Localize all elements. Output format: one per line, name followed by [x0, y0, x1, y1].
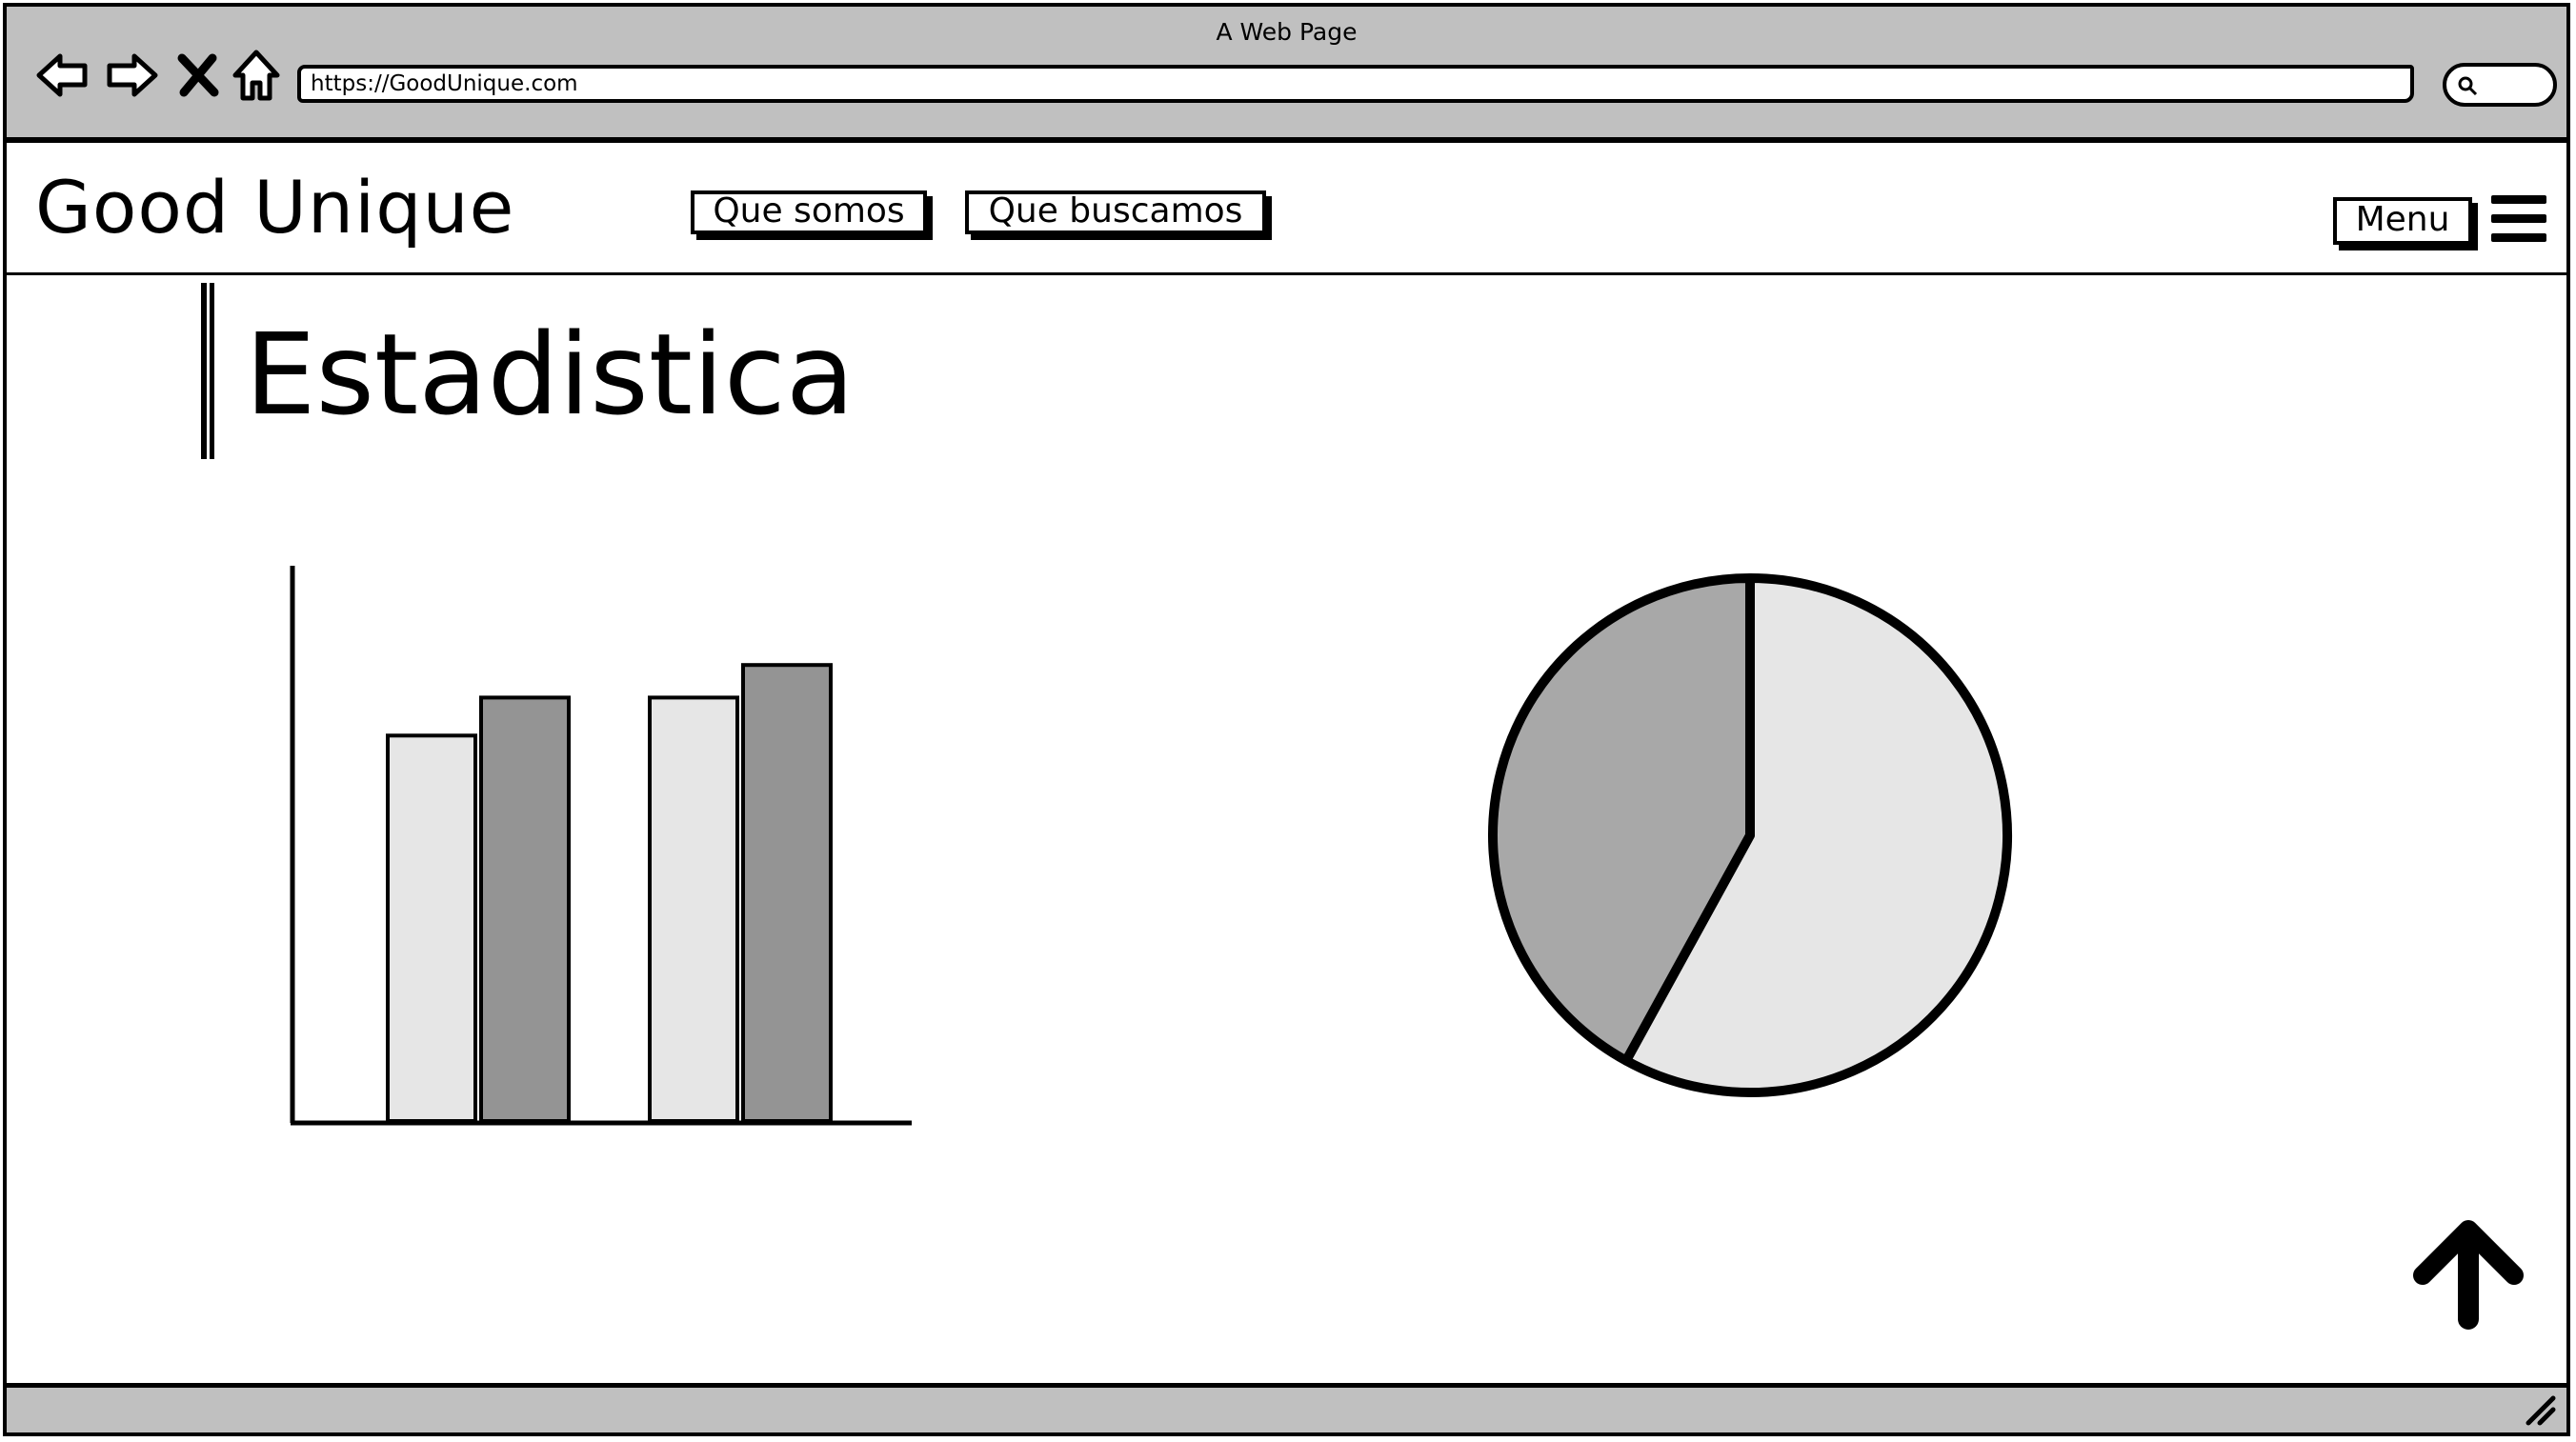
search-button[interactable] [2443, 63, 2557, 107]
menu-button[interactable]: Menu [2333, 197, 2472, 245]
window-title: A Web Page [1216, 18, 1358, 46]
pie-chart [1488, 573, 2012, 1097]
site-header: Good Unique Que somos Que buscamos Menu [7, 148, 2566, 275]
page-title: Estadistica [245, 309, 855, 440]
arrow-up-icon [2413, 1220, 2524, 1330]
heading-accent-bar [201, 283, 214, 459]
pie-slice-1 [1488, 573, 1755, 1066]
pie-slice-0 [1620, 573, 2012, 1097]
nav-que-somos-button[interactable]: Que somos [691, 190, 927, 234]
bar-1-1 [741, 663, 833, 1123]
resize-grip-icon[interactable] [2525, 1394, 2557, 1427]
forward-icon[interactable] [102, 45, 163, 106]
url-field[interactable]: https://GoodUnique.com [297, 65, 2414, 103]
nav-que-buscamos-button[interactable]: Que buscamos [965, 190, 1266, 234]
bar-0-1 [479, 695, 571, 1123]
bar-1-0 [648, 695, 739, 1123]
site-logo[interactable]: Good Unique [35, 165, 515, 250]
hamburger-icon[interactable] [2491, 195, 2546, 243]
back-icon[interactable] [31, 45, 92, 106]
status-bar [7, 1383, 2566, 1432]
close-icon[interactable] [172, 45, 224, 106]
search-icon [2458, 76, 2478, 96]
home-icon[interactable] [226, 45, 287, 106]
bar-0-0 [386, 733, 477, 1124]
browser-window: A Web Page https://GoodUnique.com Good U… [3, 3, 2570, 1436]
bar-chart [290, 566, 912, 1126]
scroll-to-top-button[interactable] [2411, 1220, 2526, 1331]
browser-toolbar: A Web Page https://GoodUnique.com [7, 7, 2566, 143]
